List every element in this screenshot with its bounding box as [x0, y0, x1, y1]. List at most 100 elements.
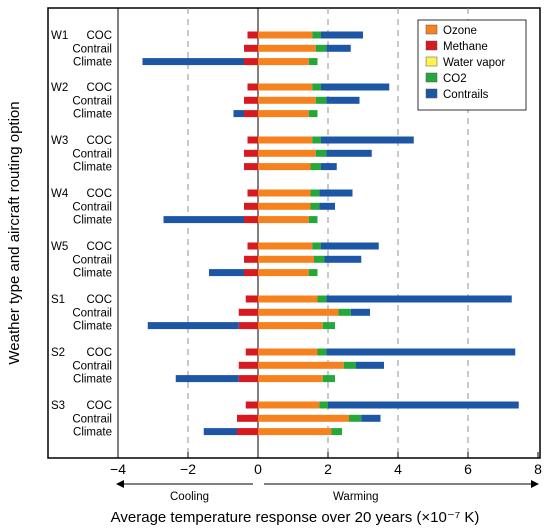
bar-contrails-W4-coc: [319, 189, 353, 197]
bar-contrails-S1-coc: [326, 295, 512, 303]
row-label-S3-climate: Climate: [73, 427, 112, 439]
y-axis-title: Weather type and aircraft routing option: [6, 101, 23, 364]
cooling-arrowhead: [116, 480, 124, 488]
bar-contrails-W3-climate: [321, 163, 337, 171]
group-label-w3: W3: [51, 135, 68, 147]
bar-co2-W2-coc: [312, 83, 321, 91]
bar-methane-W5-climate: [244, 269, 258, 277]
bar-co2-S1-coc: [317, 295, 327, 303]
bar-co2-W1-climate: [308, 58, 318, 66]
legend-swatch-contrails: [425, 88, 438, 99]
row-label-W1-coc: COC: [86, 30, 112, 42]
bar-co2-S2-climate: [322, 375, 335, 383]
x-tick-label-2: 2: [324, 461, 332, 477]
bar-methane-W3-contrail: [244, 149, 258, 157]
bar-methane-S3-coc: [245, 401, 258, 409]
bar-contrails-W2-climate: [233, 110, 244, 118]
bar-methane-S1-coc: [245, 295, 258, 303]
bar-co2-W3-coc: [312, 136, 321, 144]
bar-methane-W2-coc: [247, 83, 258, 91]
bar-co2-W5-contrail: [314, 255, 325, 263]
bar-ozone-S3-contrail: [258, 414, 349, 422]
bar-methane-W3-coc: [247, 136, 258, 144]
warming-arrowhead: [531, 480, 539, 488]
bar-methane-S2-climate: [238, 375, 258, 383]
bar-ozone-W1-contrail: [258, 44, 316, 52]
bar-ozone-W4-coc: [258, 189, 311, 197]
row-label-W3-coc: COC: [86, 135, 112, 147]
row-label-W4-contrail: Contrail: [72, 201, 112, 213]
bar-ozone-W1-climate: [258, 58, 309, 66]
bar-contrails-S3-coc: [328, 401, 519, 409]
group-label-s2: S2: [51, 347, 65, 359]
warming-label: Warming: [333, 491, 379, 503]
grid-lines: [117, 8, 469, 458]
bar-contrails-W1-climate: [142, 58, 244, 66]
bar-methane-W5-coc: [247, 242, 258, 250]
bar-ozone-S1-contrail: [258, 308, 339, 316]
bar-methane-W1-contrail: [244, 44, 258, 52]
row-label-W3-contrail: Contrail: [72, 148, 112, 160]
x-axis-title: Average temperature response over 20 yea…: [111, 509, 480, 526]
bar-ozone-W3-contrail: [258, 149, 316, 157]
row-label-S2-climate: Climate: [73, 374, 112, 386]
bar-ozone-W2-climate: [258, 110, 309, 118]
bar-contrails-W2-contrail: [326, 96, 360, 104]
bar-co2-S2-coc: [317, 348, 327, 356]
row-label-W1-climate: Climate: [73, 57, 112, 69]
legend-swatch-ozone: [425, 24, 438, 35]
row-label-W5-climate: Climate: [73, 268, 112, 280]
bar-ozone-W5-contrail: [258, 255, 314, 263]
row-label-W1-contrail: Contrail: [72, 43, 112, 55]
bar-co2-W2-contrail: [315, 96, 327, 104]
bar-contrails-W4-climate: [163, 216, 244, 224]
bar-contrails-S1-contrail: [350, 308, 370, 316]
x-tick-label-0: 0: [254, 461, 262, 477]
bar-methane-S1-contrail: [238, 308, 258, 316]
bar-ozone-W2-coc: [258, 83, 313, 91]
bar-ozone-W2-contrail: [258, 96, 316, 104]
row-label-S1-contrail: Contrail: [72, 307, 112, 319]
row-label-S3-coc: COC: [86, 400, 112, 412]
bar-ozone-S3-coc: [258, 401, 320, 409]
legend: Ozone Methane Water vapor CO2 Contrails: [417, 19, 527, 111]
bar-methane-W4-coc: [247, 189, 258, 197]
bar-methane-S3-contrail: [237, 414, 258, 422]
group-label-w1: W1: [51, 30, 68, 42]
bar-contrails-W3-coc: [321, 136, 414, 144]
bar-co2-W2-climate: [308, 110, 318, 118]
bar-contrails-S2-contrail: [356, 361, 384, 369]
bar-methane-W5-contrail: [244, 255, 258, 263]
legend-items: Ozone Methane Water vapor CO2 Contrails: [425, 24, 505, 101]
bar-methane-W1-climate: [244, 58, 258, 66]
bar-contrails-S3-climate: [203, 428, 237, 436]
bar-contrails-S3-contrail: [361, 414, 381, 422]
row-label-W5-contrail: Contrail: [72, 254, 112, 266]
legend-label-co2: CO2: [443, 73, 467, 85]
row-label-S2-contrail: Contrail: [72, 360, 112, 372]
legend-label-water-vapor: Water vapor: [443, 57, 505, 69]
x-tick-label-4: 4: [394, 461, 402, 477]
bar-ozone-S2-contrail: [258, 361, 344, 369]
bar-contrails-W5-contrail: [324, 255, 362, 263]
legend-label-methane: Methane: [443, 41, 488, 53]
bar-ozone-S2-coc: [258, 348, 318, 356]
bar-methane-W2-contrail: [244, 96, 258, 104]
bar-co2-S1-climate: [322, 322, 335, 330]
bar-contrails-S2-coc: [326, 348, 516, 356]
bar-ozone-W1-coc: [258, 31, 313, 39]
legend-swatch-water-vapor: [425, 56, 438, 67]
bar-co2-S3-contrail: [349, 414, 362, 422]
x-tick-label-8: 8: [534, 461, 542, 477]
bar-ozone-W5-climate: [258, 269, 309, 277]
legend-swatch-methane: [425, 40, 438, 51]
bar-ozone-S3-climate: [258, 428, 332, 436]
bar-methane-W2-climate: [244, 110, 258, 118]
row-label-W2-climate: Climate: [73, 109, 112, 121]
cooling-label: Cooling: [170, 491, 209, 503]
legend-label-ozone: Ozone: [443, 25, 477, 37]
bar-methane-S2-contrail: [238, 361, 258, 369]
bar-methane-S3-climate: [237, 428, 258, 436]
bar-ozone-W4-contrail: [258, 202, 311, 210]
